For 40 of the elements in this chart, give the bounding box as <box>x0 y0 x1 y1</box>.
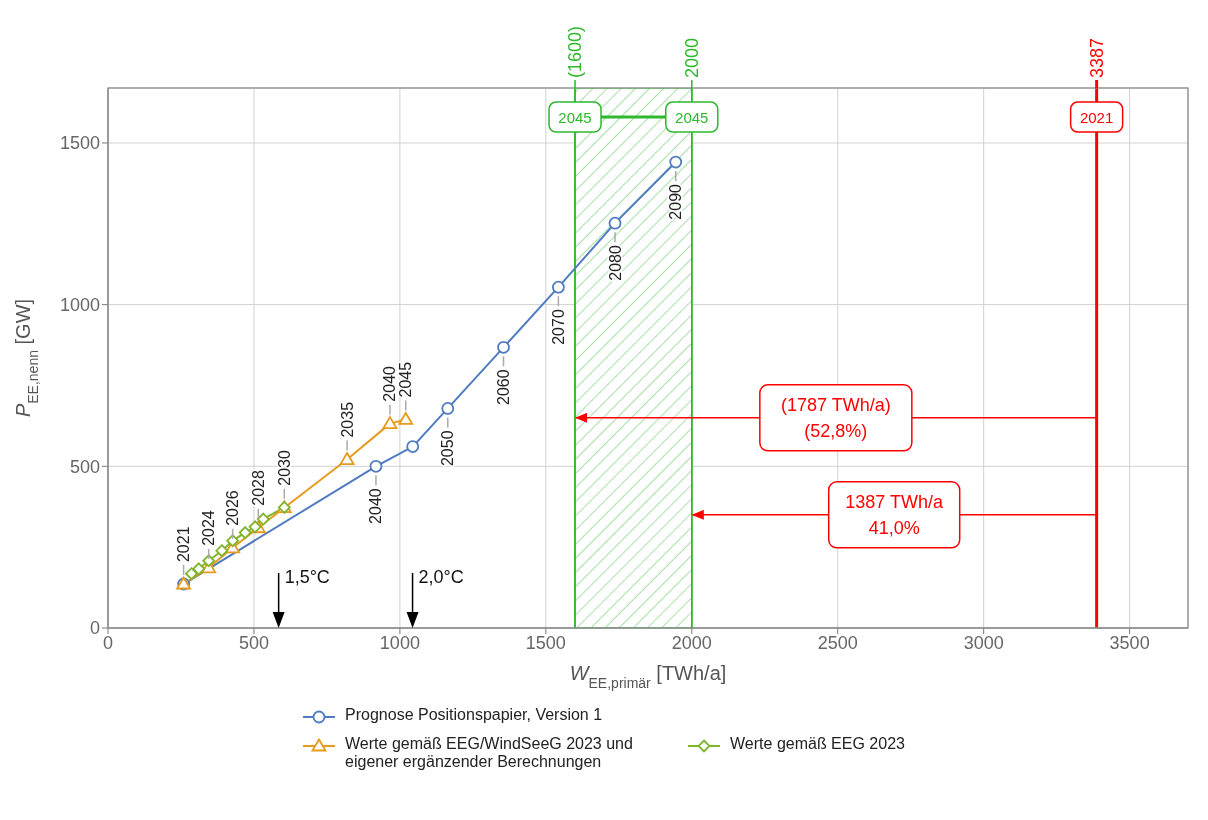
annotation: 2045 <box>675 108 709 126</box>
x-tick-label: 1500 <box>525 632 566 653</box>
annotation: 2021 <box>1079 108 1114 126</box>
annotation: 2040 <box>381 365 399 402</box>
annotation: (1787 TWh/a) (52,8%) <box>780 394 891 441</box>
annotation: 2045 <box>558 108 592 126</box>
x-tick-label: 0 <box>102 632 114 653</box>
legend-label: Werte gemäß EEG 2023 <box>730 735 905 754</box>
legend-label: Prognose Positionspapier, Version 1 <box>345 706 603 725</box>
annotation: 1,5°C <box>284 567 330 587</box>
annotation: 2030 <box>275 450 293 486</box>
x-tick-label: 3000 <box>963 632 1004 653</box>
y-tick-label: 1500 <box>59 133 100 154</box>
annotation: 2035 <box>338 401 356 438</box>
ref-line-label: 2000 <box>681 37 702 78</box>
x-tick-label: 2500 <box>817 632 858 653</box>
annotation: 2024 <box>200 510 218 546</box>
annotation: 2080 <box>606 245 624 281</box>
x-tick-label: 3500 <box>1109 632 1150 653</box>
annotation: 2026 <box>224 490 242 526</box>
ref-line-label: 3387 <box>1086 37 1107 78</box>
annotation: 2028 <box>249 470 267 506</box>
ref-line-label: (1600) <box>565 25 586 78</box>
y-tick-label: 0 <box>89 618 100 639</box>
annotation: 2045 <box>397 361 415 398</box>
annotation: 2040 <box>367 488 385 524</box>
y-tick-label: 1000 <box>59 295 100 316</box>
annotation: 2050 <box>439 430 457 467</box>
y-tick-label: 500 <box>69 456 100 477</box>
x-tick-label: 1000 <box>379 632 420 653</box>
annotation: 2060 <box>495 369 513 405</box>
annotation: 2090 <box>667 183 685 220</box>
annotation: 2021 <box>175 526 193 563</box>
x-tick-label: 2000 <box>671 632 712 653</box>
x-axis-title: W$_{EE,primär}$ [TWh/a] <box>569 662 727 691</box>
annotation: 2,0°C <box>418 567 464 587</box>
annotation: 2070 <box>549 309 567 345</box>
annotation: 1387 TWh/a 41,0% <box>845 491 945 538</box>
legend-label: Werte gemäß EEG/WindSeeG 2023 und eigener ergänzender Berechnungen <box>345 735 634 771</box>
x-tick-label: 500 <box>238 632 269 653</box>
